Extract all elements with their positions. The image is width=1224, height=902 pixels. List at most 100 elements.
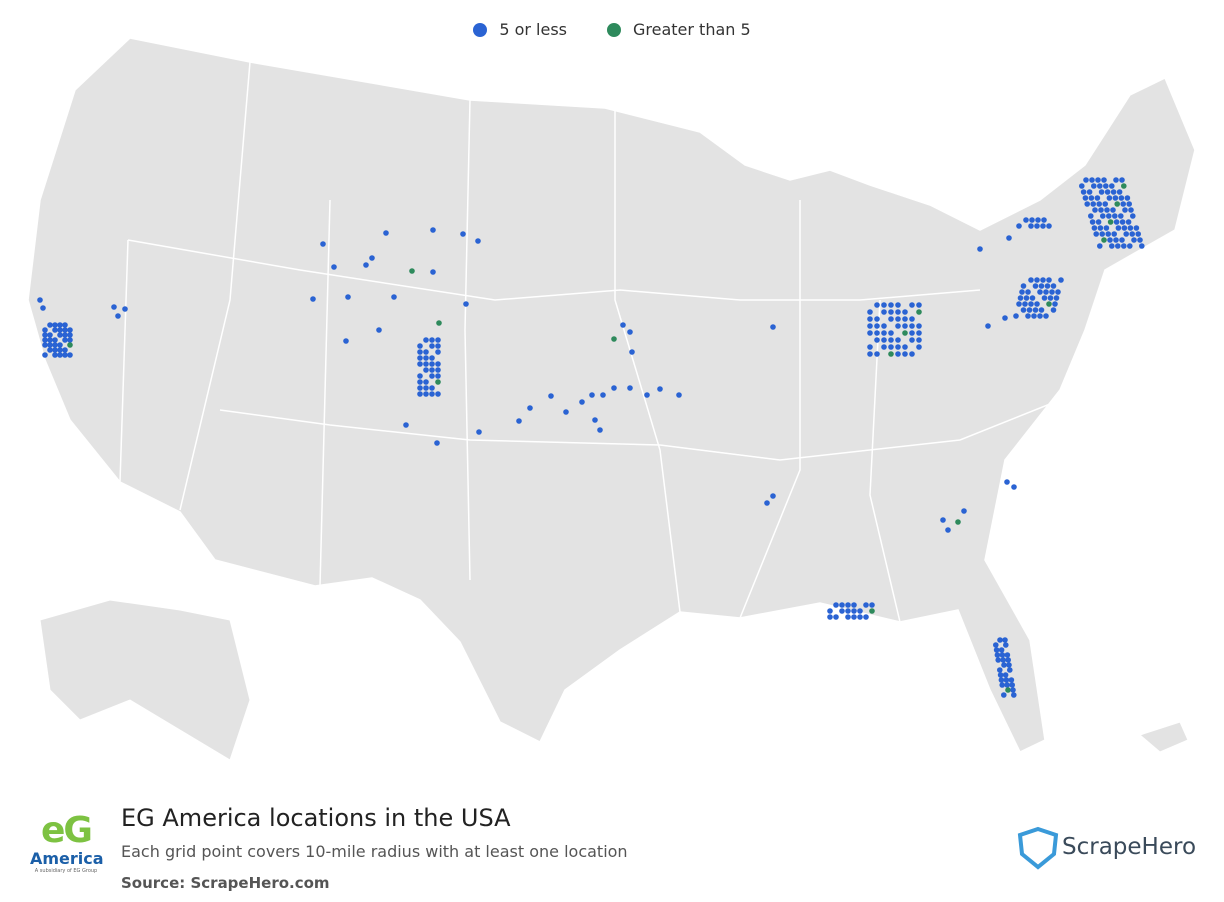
- location-dot: [895, 302, 901, 308]
- location-dot: [1055, 289, 1061, 295]
- location-dot: [423, 367, 429, 373]
- location-dot: [40, 305, 46, 311]
- location-dot: [67, 332, 73, 338]
- location-dot: [1094, 195, 1101, 201]
- location-dot: [57, 342, 63, 348]
- location-dot: [67, 342, 73, 348]
- location-dot: [430, 227, 436, 233]
- location-dot: [1084, 201, 1090, 207]
- location-dot: [417, 379, 423, 385]
- location-dot: [888, 351, 894, 357]
- location-dot: [429, 391, 435, 397]
- location-dot: [827, 614, 833, 620]
- location-dot: [888, 337, 894, 343]
- location-dot: [47, 337, 53, 343]
- location-dot: [429, 361, 435, 367]
- logo-name: America: [30, 849, 104, 868]
- location-dot: [629, 349, 635, 355]
- location-dot: [902, 344, 908, 350]
- location-dot: [1038, 307, 1045, 313]
- location-dot: [52, 327, 58, 333]
- location-dot: [1041, 217, 1047, 223]
- location-dot: [42, 337, 48, 343]
- location-dot: [320, 241, 326, 247]
- location-dot: [874, 337, 880, 343]
- location-dot: [902, 351, 908, 357]
- location-dot: [1028, 223, 1034, 229]
- location-dot: [1052, 301, 1058, 307]
- location-dot: [1095, 177, 1101, 183]
- location-dot: [67, 352, 73, 358]
- location-dot: [47, 347, 53, 353]
- location-dot: [1127, 243, 1133, 249]
- location-dot: [429, 367, 435, 373]
- state-line: [179, 61, 251, 511]
- location-dot: [881, 337, 887, 343]
- state-line: [219, 399, 1061, 461]
- location-dot: [436, 320, 442, 326]
- location-dot: [895, 337, 901, 343]
- location-dot: [916, 309, 922, 315]
- location-dot: [955, 519, 961, 525]
- location-dot: [57, 332, 63, 338]
- location-dot: [592, 417, 598, 423]
- location-dot: [977, 246, 983, 252]
- location-dot: [1034, 223, 1040, 229]
- location-dot: [1019, 289, 1025, 295]
- location-dot: [851, 614, 857, 620]
- location-dot: [895, 316, 901, 322]
- location-dot: [47, 332, 53, 338]
- location-dot: [1113, 219, 1120, 225]
- location-dot: [909, 302, 915, 308]
- title: EG America locations in the USA: [121, 804, 511, 832]
- location-dot: [1095, 219, 1102, 225]
- location-dot: [1104, 189, 1111, 195]
- location-dot: [1040, 277, 1046, 283]
- location-dot: [62, 347, 68, 353]
- source: Source: ScrapeHero.com: [121, 874, 330, 892]
- location-dot: [391, 294, 397, 300]
- location-dot: [1088, 195, 1095, 201]
- legend-item: 5 or less: [473, 20, 567, 39]
- location-dot: [1050, 283, 1057, 289]
- location-dot: [998, 677, 1005, 683]
- location-dot: [1105, 231, 1111, 237]
- location-dot: [403, 422, 409, 428]
- location-dot: [1016, 223, 1022, 229]
- location-dot: [435, 349, 441, 355]
- location-dot: [916, 330, 922, 336]
- location-dot: [1004, 652, 1011, 658]
- location-dot: [1127, 225, 1134, 231]
- location-dot: [1001, 662, 1007, 668]
- location-dot: [1025, 313, 1031, 319]
- location-dot: [1107, 219, 1114, 225]
- location-dot: [1091, 225, 1098, 231]
- state-line: [614, 110, 681, 613]
- location-dot: [1080, 189, 1087, 195]
- location-dot: [1133, 225, 1140, 231]
- location-dot: [1113, 237, 1119, 243]
- location-dot: [115, 313, 121, 319]
- location-dot: [1031, 313, 1037, 319]
- location-dot: [839, 602, 845, 608]
- brand-icon: [1017, 826, 1059, 870]
- location-dot: [423, 337, 429, 343]
- location-dot: [1103, 183, 1109, 189]
- location-dot: [888, 344, 894, 350]
- location-dot: [874, 330, 880, 336]
- location-dot: [435, 361, 441, 367]
- location-dot: [345, 294, 351, 300]
- location-dot: [1044, 283, 1051, 289]
- location-dot: [1098, 207, 1104, 213]
- location-dot: [999, 682, 1005, 688]
- location-dot: [1016, 301, 1022, 307]
- location-dot: [62, 337, 68, 343]
- location-dot: [409, 268, 415, 274]
- location-dot: [1029, 295, 1036, 301]
- location-dot: [52, 352, 58, 358]
- location-dot: [1103, 225, 1110, 231]
- location-dot: [1000, 657, 1006, 663]
- location-dot: [1047, 295, 1054, 301]
- location-dot: [881, 344, 887, 350]
